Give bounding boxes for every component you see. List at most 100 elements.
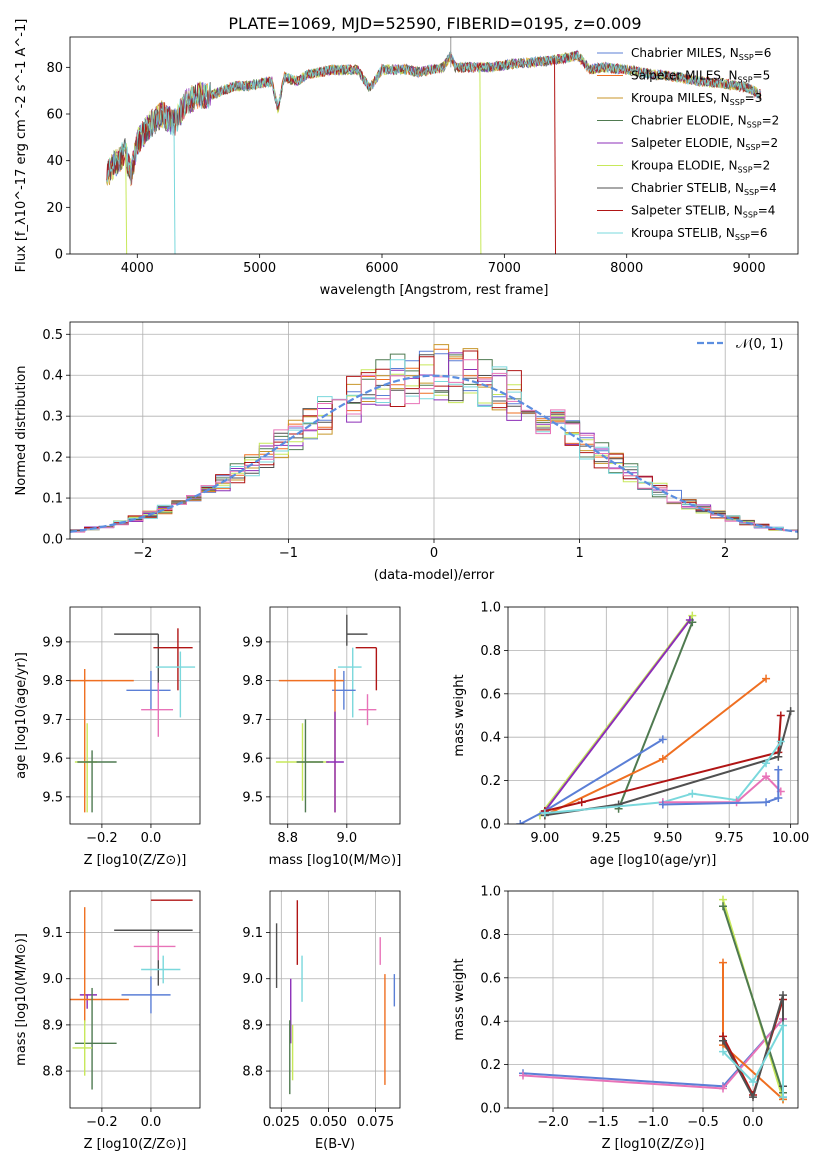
x-tick-label: 7000 <box>488 261 521 276</box>
plus-marker <box>786 707 795 716</box>
x-axis-label: mass [log10(M/M⊙)] <box>269 853 402 868</box>
x-tick-label: 6000 <box>365 261 398 276</box>
plus-marker <box>774 765 783 774</box>
y-tick-label: 9.7 <box>42 713 63 728</box>
plus-marker <box>779 1021 787 1030</box>
axes-frame <box>507 890 799 1109</box>
legend-label: Salpeter STELIB, NSSP=4 <box>631 204 775 220</box>
weight-line <box>617 621 694 810</box>
axes-frame <box>69 36 799 255</box>
legend-label: Chabrier STELIB, NSSP=4 <box>631 181 777 197</box>
y-axis-label: mass weight <box>452 958 467 1040</box>
x-tick-label: −1 <box>279 546 298 561</box>
weight-line <box>662 774 782 804</box>
axes-frame <box>69 321 799 540</box>
panel-mass_vs_Z: −0.2 0.0 8.8 8.9 9.0 9.1 Z [log10(Z/Z⊙)] mass [… <box>14 890 201 1152</box>
y-tick-label: 60 <box>46 108 63 123</box>
axes-frame <box>269 890 401 1109</box>
weight-line <box>544 740 782 815</box>
y-tick-label: 8.9 <box>242 1018 263 1033</box>
figure-title: PLATE=1069, MJD=52590, FIBERID=0195, z=0… <box>228 14 641 33</box>
x-tick-label: 2 <box>721 546 729 561</box>
plus-marker <box>762 798 771 807</box>
plus-marker <box>719 902 727 911</box>
plot-area-mass_weight_vs_Z <box>519 895 787 1104</box>
y-tick-label: 9.9 <box>42 635 63 650</box>
weight-line <box>544 715 782 812</box>
plus-marker <box>749 1093 757 1102</box>
spectrum-dip <box>125 153 128 254</box>
weight-line <box>722 1025 784 1098</box>
x-tick-label: 1 <box>575 546 583 561</box>
y-tick-label: 0.2 <box>480 1058 501 1073</box>
y-tick-label: 8.8 <box>42 1065 63 1080</box>
x-tick-label: −1.5 <box>587 1115 619 1130</box>
panel-mass_vs_EBV: 0.025 0.050 0.075 8.8 8.9 9.0 9.1 E(B-V) <box>242 890 401 1152</box>
x-axis-label: age [log10(age/yr)] <box>590 853 717 868</box>
x-tick-label: 4000 <box>121 261 154 276</box>
weight-line <box>662 769 780 806</box>
x-tick-label: −2 <box>133 546 152 561</box>
axes-frame <box>69 606 201 825</box>
plus-marker <box>762 772 771 781</box>
y-tick-label: 0.6 <box>480 971 501 986</box>
x-tick-label: 9.25 <box>592 831 621 846</box>
gaussian-curve <box>70 374 798 533</box>
y-tick-label: 0.0 <box>42 533 63 548</box>
plus-marker <box>762 674 771 683</box>
plus-marker <box>719 958 727 967</box>
y-tick-label: 0.8 <box>480 644 501 659</box>
legend-label: Salpeter MILES, NSSP=5 <box>631 69 770 85</box>
spectrum-dip <box>173 123 176 254</box>
y-tick-label: 0.1 <box>42 492 63 507</box>
plus-marker <box>719 1047 727 1056</box>
plot-area-age_vs_mass <box>275 614 378 813</box>
y-axis-label: mass [log10(M/M⊙)] <box>14 933 29 1066</box>
plot-area-mass_weight_vs_age <box>516 611 795 824</box>
x-tick-label: 9.75 <box>715 831 744 846</box>
plus-marker <box>719 1084 727 1093</box>
y-axis-label: age [log10(age/yr)] <box>14 652 29 779</box>
y-tick-label: 0 <box>55 248 63 263</box>
panel-mass_weight_vs_age: 9.00 9.25 9.50 9.75 10.00 0.0 0.2 0.4 0.6 0.8 1.0 a… <box>452 601 809 869</box>
x-tick-label: −2.0 <box>537 1115 569 1130</box>
y-tick-label: 9.0 <box>242 972 263 987</box>
legend-label: Chabrier ELODIE, NSSP=2 <box>631 114 779 130</box>
y-tick-label: 8.8 <box>242 1065 263 1080</box>
x-tick-label: 0 <box>430 546 438 561</box>
x-tick-label: 8.8 <box>277 831 298 846</box>
y-tick-label: 0.3 <box>42 410 63 425</box>
y-tick-label: 9.8 <box>242 674 263 689</box>
panel-age_vs_mass: 8.8 9.0 9.5 9.6 9.7 9.8 9.9 mass [log10(M/M⊙)] <box>242 606 402 868</box>
plus-marker <box>749 1077 757 1086</box>
spectrum-dip <box>479 67 482 254</box>
y-axis-label: Normed distribution <box>14 366 29 496</box>
plus-marker <box>776 711 785 720</box>
y-tick-label: 0.5 <box>42 328 63 343</box>
y-tick-label: 0.4 <box>480 731 501 746</box>
axes-frame <box>507 606 799 825</box>
x-tick-label: 9.0 <box>336 831 357 846</box>
x-axis-label: Z [log10(Z/Z⊙)] <box>602 1137 705 1152</box>
x-tick-label: 0.0 <box>141 1115 162 1130</box>
plus-marker <box>658 754 667 763</box>
plus-marker <box>774 793 783 802</box>
x-axis-label: E(B-V) <box>315 1137 355 1152</box>
spectrum-legend: Chabrier MILES, NSSP=6 Salpeter MILES, NS… <box>597 46 779 242</box>
y-tick-label: 1.0 <box>480 885 501 900</box>
histogram-step <box>70 359 798 534</box>
x-tick-label: 0.075 <box>357 1115 394 1130</box>
spectrum-line <box>106 50 762 185</box>
panels: 4000 5000 6000 7000 8000 9000020406080wavelen… <box>14 19 809 1152</box>
x-axis-label: Z [log10(Z/Z⊙)] <box>84 1137 187 1152</box>
y-tick-label: 80 <box>46 61 63 76</box>
plot-area-mass_vs_Z <box>70 899 193 1090</box>
y-tick-label: 9.5 <box>242 790 263 805</box>
legend-label: Kroupa MILES, NSSP=3 <box>631 91 762 107</box>
histogram-legend: 𝒩(0, 1) <box>697 337 783 352</box>
y-tick-label: 9.1 <box>42 926 63 941</box>
weight-line <box>722 905 784 1094</box>
spectrum-dip <box>554 60 557 254</box>
plus-marker <box>779 1093 787 1102</box>
x-tick-label: 8000 <box>610 261 643 276</box>
